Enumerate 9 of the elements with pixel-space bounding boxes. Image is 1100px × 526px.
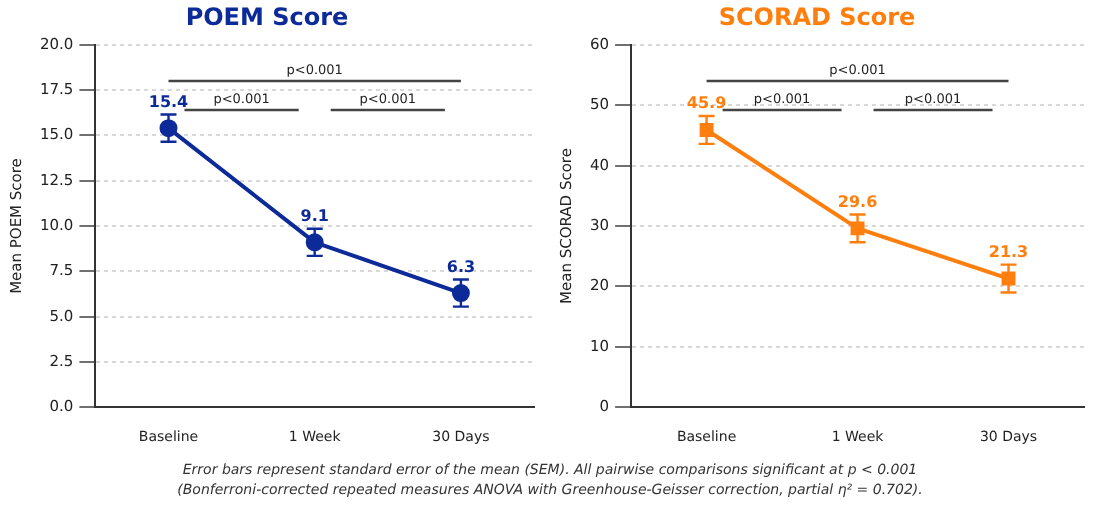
chart-title: POEM Score [185,2,349,31]
data-label: 45.9 [686,94,728,113]
data-label: 9.1 [300,206,330,225]
data-label: 6.3 [446,257,476,276]
data-label: 21.3 [988,242,1029,261]
data-label: 29.6 [837,192,879,211]
data-label: 15.4 [148,92,190,111]
point [451,284,470,303]
chart-title: SCORAD Score [718,2,916,31]
